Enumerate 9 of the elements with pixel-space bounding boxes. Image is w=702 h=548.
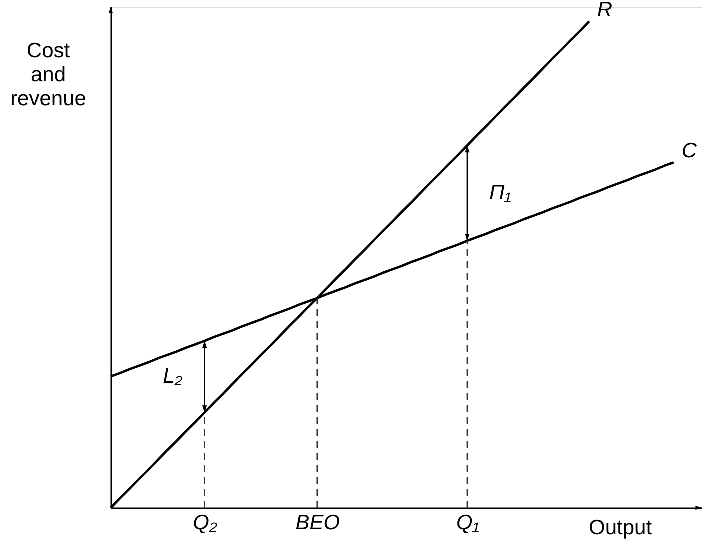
series-label: R xyxy=(597,0,613,22)
series-label: C xyxy=(682,140,698,163)
x-tick-label: BEO xyxy=(296,512,340,534)
x-tick-label: Q₁ xyxy=(456,512,480,534)
x-axis-title: Output xyxy=(588,516,652,540)
annotation: L₂ xyxy=(163,364,183,388)
annotation: Π₁ xyxy=(489,181,512,204)
y-axis-title: Cost and revenue xyxy=(10,40,86,110)
x-tick-label: Q₂ xyxy=(193,512,218,534)
